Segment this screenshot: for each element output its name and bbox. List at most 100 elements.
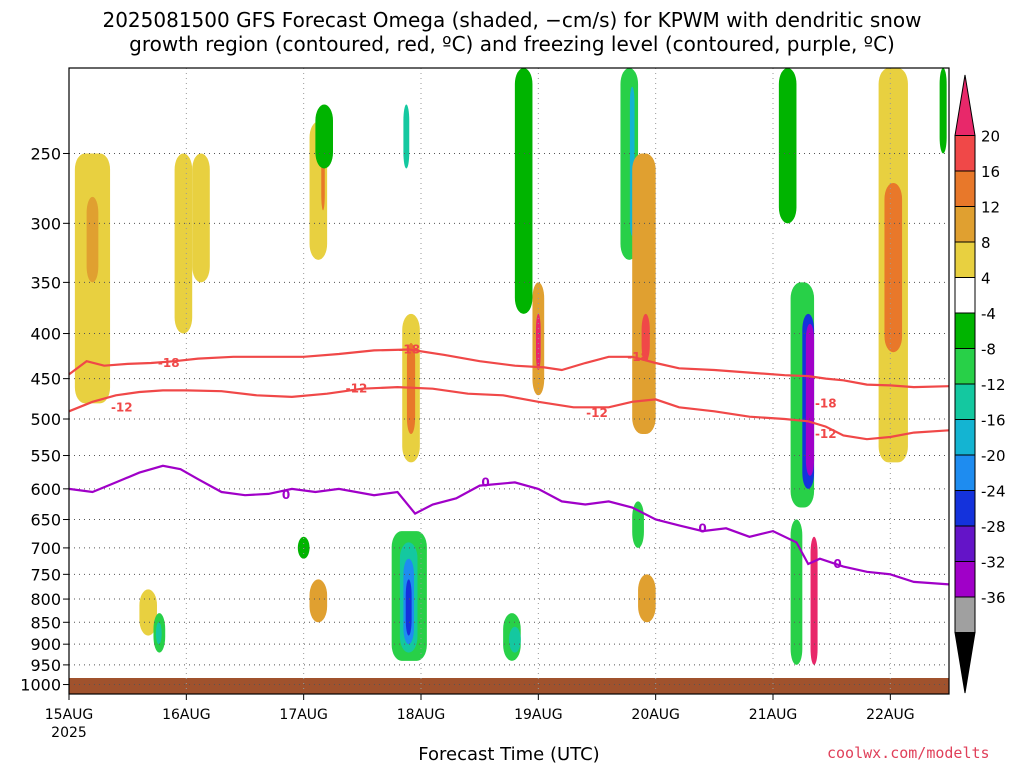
contour-label: 0: [698, 521, 706, 535]
omega-region: [155, 622, 162, 645]
omega-region: [309, 579, 328, 623]
colorbar-label: -28: [981, 518, 1006, 536]
y-tick-label: 350: [30, 273, 61, 292]
x-year-label: 2025: [51, 725, 87, 741]
contour-label: 0: [282, 488, 290, 502]
contour-label: 0: [833, 557, 841, 571]
y-tick-label: 550: [30, 447, 61, 466]
temperature-contours: [68, 348, 950, 586]
x-tick-label: 15AUG: [45, 707, 94, 723]
colorbar-bin: [954, 277, 976, 314]
omega-shading: [74, 68, 947, 665]
x-tick-label: 20AUG: [631, 707, 680, 723]
y-tick-label: 650: [30, 511, 61, 530]
omega-region: [778, 68, 797, 224]
contour-line-minus18: [68, 348, 950, 389]
omega-region: [315, 104, 333, 169]
omega-region: [632, 153, 656, 435]
y-tick-label: 250: [30, 144, 61, 163]
omega-region: [403, 104, 410, 169]
x-tick-label: 16AUG: [162, 707, 211, 723]
omega-region: [192, 153, 210, 283]
grid-lines: [68, 68, 949, 694]
x-axis-label: Forecast Time (UTC): [418, 744, 600, 765]
colorbar-label: -36: [981, 589, 1006, 607]
omega-region: [297, 536, 310, 559]
omega-region: [509, 626, 521, 653]
colorbar-bin: [954, 525, 976, 562]
colorbar-label: -4: [981, 305, 996, 323]
colorbar-label: -8: [981, 341, 996, 359]
omega-region: [514, 68, 533, 314]
y-tick-label: 500: [30, 410, 61, 429]
colorbar-label: 4: [981, 270, 991, 288]
colorbar-label: 20: [981, 128, 1000, 146]
x-tick-label: 19AUG: [514, 707, 563, 723]
colorbar-label: -12: [981, 376, 1006, 394]
y-tick-label: 600: [30, 480, 61, 499]
omega-region: [884, 182, 903, 353]
x-tick-label: 22AUG: [866, 707, 915, 723]
y-tick-label: 1000: [20, 676, 61, 695]
omega-region: [86, 196, 99, 283]
y-tick-label: 900: [30, 635, 61, 654]
colorbar-bin: [954, 383, 976, 420]
chart-title: 2025081500 GFS Forecast Omega (shaded, −…: [102, 8, 922, 56]
ground-fill: [69, 678, 949, 694]
colorbar: 20 16 12 8 4 -4 -8 -12 -16 -20 -24 -28 -32 -36: [954, 74, 1006, 694]
colorbar-bin: [954, 170, 976, 207]
colorbar-bin: [954, 419, 976, 456]
colorbar-bin: [954, 135, 976, 172]
colorbar-label: 8: [981, 234, 991, 252]
omega-region: [939, 68, 947, 154]
colorbar-label: -24: [981, 483, 1006, 501]
omega-region: [810, 536, 818, 665]
omega-region: [790, 519, 803, 665]
colorbar-bottom-arrow: [954, 632, 976, 694]
colorbar-label: -20: [981, 447, 1006, 465]
ground-surface: [69, 678, 949, 694]
contour-label: -18: [158, 356, 180, 370]
colorbar-bin: [954, 241, 976, 278]
omega-region: [405, 579, 412, 636]
y-tick-label: 300: [30, 214, 61, 233]
omega-region: [641, 313, 650, 362]
contour-line-minus12: [68, 385, 950, 441]
y-tick-label: 450: [30, 370, 61, 389]
contour-label: -12: [111, 400, 133, 414]
x-axis: 15AUG 16AUG 17AUG 18AUG 19AUG 20AUG 21AUG 22AUG…: [45, 694, 915, 741]
source-credit: coolwx.com/modelts: [827, 744, 990, 762]
colorbar-bin: [954, 348, 976, 385]
x-tick-label: 21AUG: [749, 707, 798, 723]
colorbar-label: 16: [981, 163, 1000, 181]
contour-label: 0: [481, 475, 489, 489]
colorbar-bin: [954, 312, 976, 349]
omega-region: [805, 323, 815, 476]
contour-label: -18: [627, 350, 649, 364]
y-axis: 250 300 350 400 450 500 550 600 650 700 750 800 850 9…: [20, 144, 69, 695]
plot-frame: [68, 67, 950, 695]
contour-label: -18: [398, 342, 420, 356]
omega-region: [638, 574, 656, 623]
x-tick-label: 18AUG: [397, 707, 446, 723]
omega-region: [535, 313, 541, 371]
contour-label: -12: [815, 427, 837, 441]
contour-label: -18: [815, 396, 837, 410]
contour-line-0: [68, 464, 950, 586]
colorbar-bin: [954, 596, 976, 633]
y-tick-label: 800: [30, 590, 61, 609]
colorbar-label: -16: [981, 412, 1006, 430]
colorbar-label: 12: [981, 199, 1000, 217]
y-tick-label: 700: [30, 539, 61, 558]
y-tick-label: 850: [30, 613, 61, 632]
x-tick-label: 17AUG: [279, 707, 328, 723]
contour-labels: -18 -18 -18 -18 -12 -12 -12 -12 0 0 0 0: [111, 342, 842, 571]
colorbar-label: -32: [981, 554, 1006, 572]
contour-label: -12: [586, 406, 608, 420]
y-tick-label: 400: [30, 325, 61, 344]
omega-region: [139, 589, 157, 636]
colorbar-bin: [954, 206, 976, 243]
colorbar-bin: [954, 490, 976, 527]
colorbar-bin: [954, 561, 976, 598]
